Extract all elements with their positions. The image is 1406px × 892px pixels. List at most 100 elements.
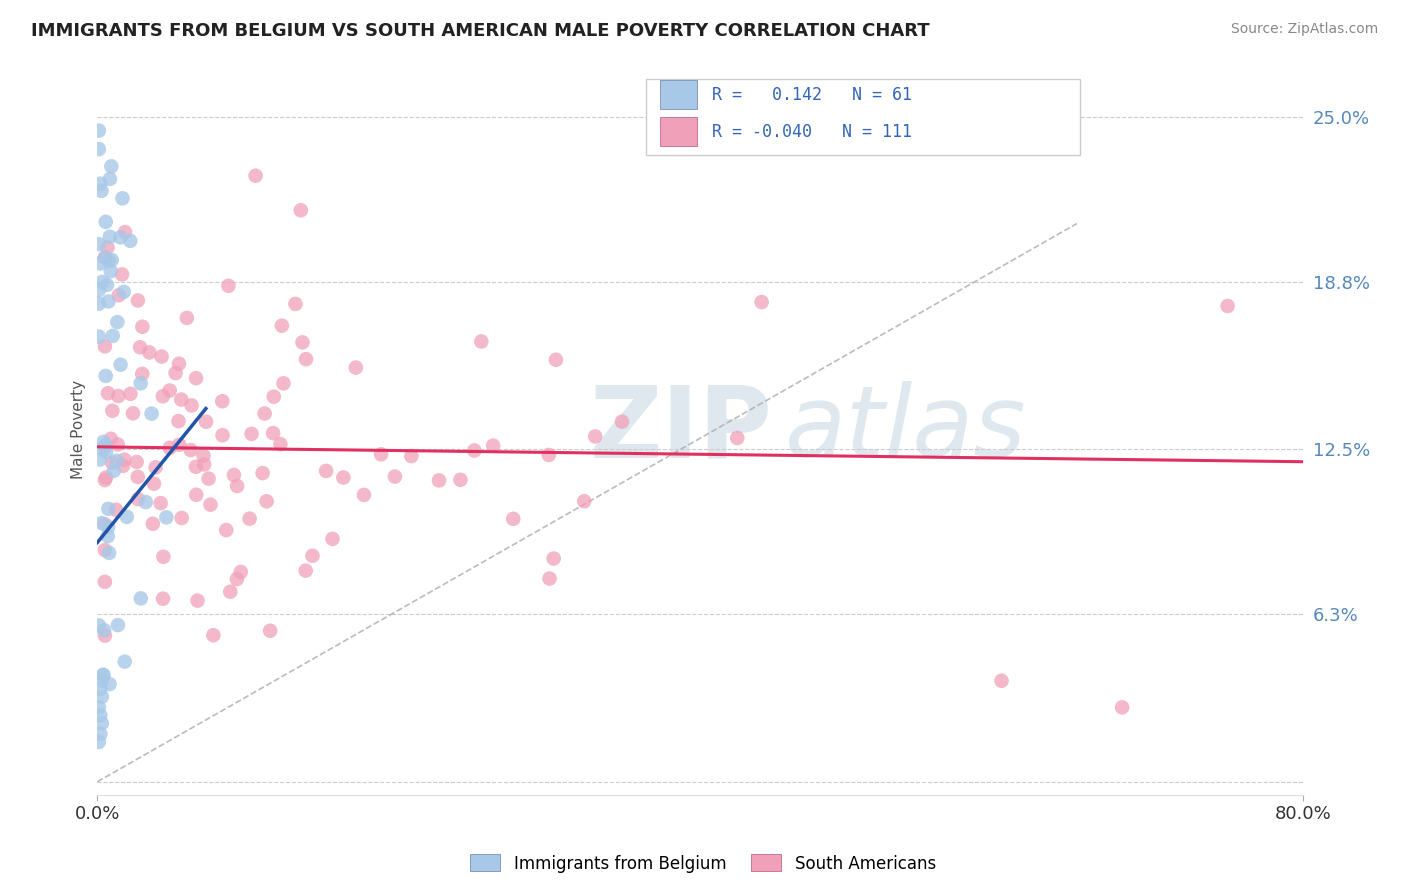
- Point: [89, 452, 111, 467]
- Point: [149, 496, 172, 510]
- Point: [315, 464, 337, 478]
- Point: [1111, 700, 1133, 714]
- Point: [211, 428, 233, 442]
- Point: [141, 407, 163, 421]
- Point: [94, 574, 117, 589]
- Point: [200, 498, 222, 512]
- Point: [180, 399, 202, 413]
- Point: [127, 293, 149, 308]
- Text: ZIP: ZIP: [589, 381, 772, 478]
- Point: [470, 334, 492, 349]
- Point: [114, 452, 136, 467]
- Point: [169, 438, 191, 452]
- Point: [104, 502, 127, 516]
- Point: [186, 488, 208, 502]
- Point: [186, 593, 208, 607]
- Point: [401, 449, 423, 463]
- Point: [87, 142, 110, 156]
- Point: [427, 474, 450, 488]
- Point: [100, 432, 122, 446]
- FancyBboxPatch shape: [645, 78, 1080, 155]
- Point: [583, 429, 606, 443]
- Point: [91, 667, 114, 681]
- Text: atlas: atlas: [785, 381, 1026, 478]
- Point: [115, 509, 138, 524]
- Point: [193, 458, 215, 472]
- Point: [87, 283, 110, 297]
- Point: [295, 352, 318, 367]
- Point: [152, 549, 174, 564]
- Point: [202, 628, 225, 642]
- Point: [94, 251, 117, 265]
- Point: [131, 367, 153, 381]
- Point: [98, 677, 121, 691]
- Point: [482, 439, 505, 453]
- Point: [107, 389, 129, 403]
- Point: [129, 591, 152, 606]
- Point: [98, 172, 121, 186]
- Point: [96, 277, 118, 292]
- Point: [90, 690, 112, 704]
- Point: [170, 511, 193, 525]
- Point: [176, 310, 198, 325]
- Text: R = -0.040   N = 111: R = -0.040 N = 111: [713, 122, 912, 141]
- Point: [165, 366, 187, 380]
- Bar: [661, 117, 696, 146]
- Point: [98, 546, 121, 560]
- Point: [94, 445, 117, 459]
- Point: [94, 215, 117, 229]
- Text: R =   0.142   N = 61: R = 0.142 N = 61: [713, 86, 912, 103]
- Point: [91, 275, 114, 289]
- Point: [100, 159, 122, 173]
- Point: [105, 454, 128, 468]
- Point: [101, 329, 124, 343]
- Point: [129, 340, 152, 354]
- Point: [217, 278, 239, 293]
- Point: [94, 470, 117, 484]
- Text: Source: ZipAtlas.com: Source: ZipAtlas.com: [1230, 22, 1378, 37]
- Point: [122, 406, 145, 420]
- Point: [94, 251, 117, 265]
- Point: [93, 668, 115, 682]
- Point: [94, 473, 117, 487]
- Point: [125, 455, 148, 469]
- Point: [195, 415, 218, 429]
- Point: [159, 441, 181, 455]
- Point: [321, 532, 343, 546]
- Point: [384, 469, 406, 483]
- Point: [101, 403, 124, 417]
- Point: [610, 415, 633, 429]
- Point: [284, 297, 307, 311]
- Point: [89, 177, 111, 191]
- Point: [89, 727, 111, 741]
- Point: [222, 468, 245, 483]
- Point: [135, 495, 157, 509]
- Point: [215, 523, 238, 537]
- Point: [229, 565, 252, 579]
- Point: [263, 390, 285, 404]
- Point: [100, 253, 122, 268]
- Point: [353, 488, 375, 502]
- Point: [256, 494, 278, 508]
- Point: [90, 716, 112, 731]
- Point: [98, 229, 121, 244]
- Point: [94, 438, 117, 452]
- Point: [87, 700, 110, 714]
- Point: [574, 494, 596, 508]
- Point: [120, 387, 142, 401]
- Point: [111, 268, 134, 282]
- Point: [290, 203, 312, 218]
- Point: [344, 360, 367, 375]
- Point: [167, 414, 190, 428]
- Point: [219, 584, 242, 599]
- Point: [211, 394, 233, 409]
- Point: [538, 572, 561, 586]
- Point: [537, 448, 560, 462]
- Point: [89, 256, 111, 270]
- Point: [93, 624, 115, 638]
- Point: [152, 389, 174, 403]
- Point: [120, 234, 142, 248]
- Point: [150, 350, 173, 364]
- Point: [107, 618, 129, 632]
- Point: [129, 376, 152, 391]
